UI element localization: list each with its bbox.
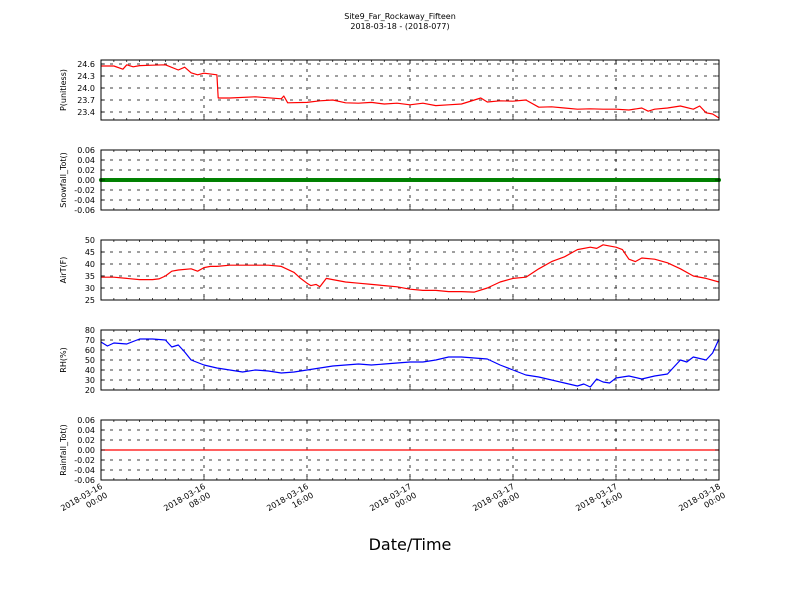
- y-tick-label: 60: [85, 346, 95, 355]
- y-tick-label: 24.0: [77, 84, 95, 93]
- y-tick-label: -0.06: [74, 476, 95, 485]
- y-tick-label: 25: [85, 296, 95, 305]
- y-tick-label: 70: [85, 336, 95, 345]
- x-axis-label: Date/Time: [369, 535, 452, 554]
- y-tick-label: 30: [85, 284, 95, 293]
- y-axis-label: RH(%): [59, 347, 68, 372]
- y-tick-label: 0.00: [77, 446, 95, 455]
- y-tick-label: 23.7: [77, 96, 95, 105]
- y-tick-label: 0.06: [77, 146, 95, 155]
- y-tick-label: 35: [85, 272, 95, 281]
- series-line: [101, 244, 720, 293]
- y-tick-label: 20: [85, 386, 95, 395]
- y-tick-label: 30: [85, 376, 95, 385]
- y-axis-label: P(unitless): [59, 69, 68, 111]
- y-tick-label: 24.3: [77, 72, 95, 81]
- y-tick-label: 0.02: [77, 436, 95, 445]
- y-tick-label: -0.04: [74, 466, 95, 475]
- y-tick-label: 45: [85, 248, 95, 257]
- y-tick-label: 0.02: [77, 166, 95, 175]
- series-line: [101, 64, 720, 119]
- y-axis-label: AirT(F): [59, 257, 68, 284]
- series-line: [100, 338, 720, 388]
- y-axis-label: Rainfall_Tot(): [59, 424, 68, 476]
- chart-subtitle: 2018-03-18 - (2018-077): [350, 22, 449, 31]
- chart-title: Site9_Far_Rockaway_Fifteen: [344, 12, 456, 21]
- y-tick-label: 0.04: [77, 426, 95, 435]
- y-tick-label: 23.4: [77, 108, 95, 117]
- y-tick-label: 40: [85, 260, 95, 269]
- y-tick-label: 0.00: [77, 176, 95, 185]
- panels: 23.423.724.024.324.6P(unitless)-0.06-0.0…: [59, 59, 721, 485]
- panel-2: -0.06-0.04-0.020.000.020.040.06 Snowfall_…: [59, 146, 721, 215]
- y-tick-label: 0.04: [77, 156, 95, 165]
- snowfall-series: [99, 178, 721, 182]
- y-tick-label: 0.06: [77, 416, 95, 425]
- panel-5: -0.06-0.04-0.020.000.020.040.06 Rainfall_…: [59, 416, 720, 485]
- panel-1: 23.4 23.7 24.0 24.3 24.6 P(unitless): [59, 59, 720, 121]
- y-tick-label: 80: [85, 326, 95, 335]
- y-tick-label: -0.02: [74, 456, 95, 465]
- y-tick-label: -0.04: [74, 196, 95, 205]
- y-tick-label: 50: [85, 236, 95, 245]
- y-tick-label: -0.06: [74, 206, 95, 215]
- y-tick-label: -0.02: [74, 186, 95, 195]
- y-tick-label: 50: [85, 356, 95, 365]
- panel-3: 25 30 35 40 45 50 AirT(F): [59, 236, 720, 305]
- y-axis-label: Snowfall_Tot(): [59, 152, 68, 208]
- y-tick-label: 24.6: [77, 60, 95, 69]
- y-tick-label: 40: [85, 366, 95, 375]
